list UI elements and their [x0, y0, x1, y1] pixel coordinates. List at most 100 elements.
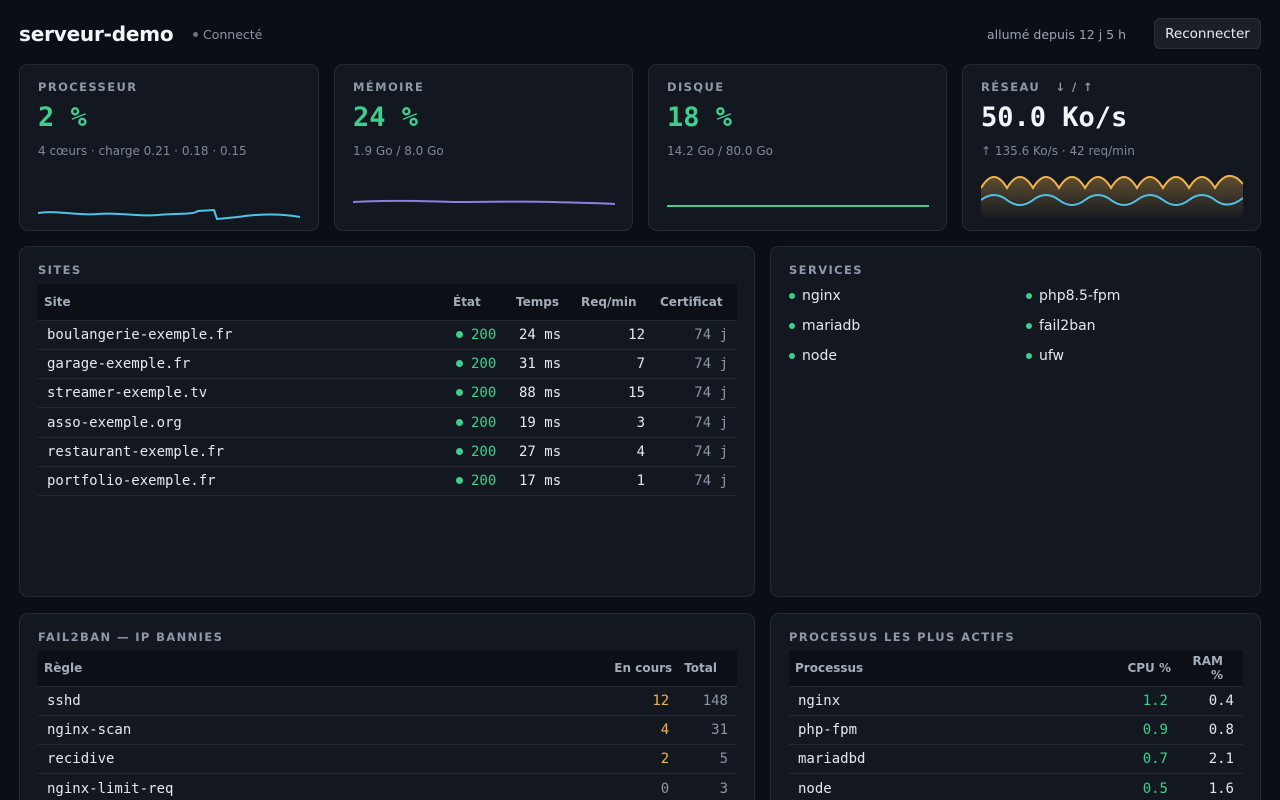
site-cert-expiry: 74 j: [654, 407, 737, 438]
service-node: node: [789, 348, 837, 364]
site-state: 200: [447, 349, 510, 380]
site-row[interactable]: restaurant-exemple.fr 200 27 ms 4 74 j: [38, 437, 737, 467]
site-cert-expiry: 74 j: [654, 349, 737, 380]
site-response-time: 31 ms: [510, 349, 575, 380]
uptime-label: allumé depuis 12 j 5 h: [987, 27, 1126, 42]
disk-card: DISQUE 18 % 14.2 Go / 80.0 Go: [648, 64, 947, 231]
jail-current-bans: 0: [599, 773, 679, 800]
connection-status-label: Connecté: [203, 27, 263, 42]
site-state-code: 200: [471, 326, 497, 343]
jail-total-bans: 31: [678, 715, 737, 746]
site-state: 200: [447, 466, 510, 497]
cpu-sparkline: [38, 208, 300, 220]
site-row[interactable]: asso-exemple.org 200 19 ms 3 74 j: [38, 407, 737, 438]
process-cpu: 0.9: [1101, 715, 1177, 746]
jail-current-bans: 12: [599, 685, 679, 716]
service-name: ufw: [1039, 348, 1065, 364]
site-req-per-min: 7: [575, 349, 654, 380]
site-req-per-min: 3: [575, 407, 654, 438]
col-time: Temps: [510, 284, 575, 320]
site-state: 200: [447, 437, 510, 467]
network-card: RÉSEAU ↓ / ↑ 50.0 Ko/s ↑ 135.6 Ko/s · 42…: [962, 64, 1261, 231]
process-cpu: 1.2: [1101, 685, 1177, 716]
service-mariadb: mariadb: [789, 318, 860, 334]
process-row[interactable]: nginx 1.2 0.4: [789, 685, 1243, 716]
service-php-fpm: php8.5-fpm: [1026, 288, 1120, 304]
service-status-icon: [789, 293, 795, 299]
site-row[interactable]: garage-exemple.fr 200 31 ms 7 74 j: [38, 349, 737, 380]
site-response-time: 17 ms: [510, 466, 575, 497]
cpu-label: PROCESSEUR: [38, 80, 138, 94]
process-name: node: [789, 773, 1101, 800]
site-response-time: 19 ms: [510, 407, 575, 438]
jail-name: nginx-limit-req: [38, 773, 600, 800]
site-state: 200: [447, 319, 510, 350]
top-bar: serveur-demo Connecté allumé depuis 12 j…: [0, 0, 1280, 64]
fail2ban-title: FAIL2BAN — IP BANNIES: [38, 630, 224, 644]
col-site: Site: [38, 284, 447, 320]
process-cpu: 0.5: [1101, 773, 1177, 800]
reconnect-button[interactable]: Reconnecter: [1154, 18, 1261, 49]
fail2ban-header-row: Règle En cours Total: [38, 650, 737, 686]
cpu-value: 2 %: [38, 102, 87, 133]
processes-panel: PROCESSUS LES PLUS ACTIFS Processus CPU …: [770, 613, 1261, 800]
fail2ban-panel: FAIL2BAN — IP BANNIES Règle En cours Tot…: [19, 613, 755, 800]
cpu-card: PROCESSEUR 2 % 4 cœurs · charge 0.21 · 0…: [19, 64, 319, 231]
service-nginx: nginx: [789, 288, 841, 304]
processes-header-row: Processus CPU % RAM %: [789, 650, 1243, 686]
sites-table: Site État Temps Req/min Certificat boula…: [38, 284, 737, 497]
network-direction-arrows: ↓ / ↑: [1055, 80, 1095, 94]
process-row[interactable]: php-fpm 0.9 0.8: [789, 715, 1243, 746]
process-name: mariadbd: [789, 744, 1101, 775]
site-response-time: 27 ms: [510, 437, 575, 467]
service-status-icon: [1026, 353, 1032, 359]
site-cert-expiry: 74 j: [654, 378, 737, 409]
service-status-icon: [1026, 293, 1032, 299]
site-response-time: 24 ms: [510, 319, 575, 350]
site-state: 200: [447, 378, 510, 409]
site-row[interactable]: boulangerie-exemple.fr 200 24 ms 12 74 j: [38, 319, 737, 350]
process-ram: 2.1: [1177, 744, 1243, 775]
col-cert: Certificat: [654, 284, 737, 320]
processes-table: Processus CPU % RAM % nginx 1.2 0.4 php-fpm…: [789, 650, 1243, 800]
service-name: node: [802, 348, 837, 364]
services-title: SERVICES: [789, 263, 863, 277]
site-name: asso-exemple.org: [38, 407, 447, 438]
service-name: php8.5-fpm: [1039, 288, 1121, 304]
site-row[interactable]: streamer-exemple.tv 200 88 ms 15 74 j: [38, 378, 737, 409]
server-name: serveur-demo: [19, 22, 174, 46]
site-state-code: 200: [471, 414, 497, 431]
status-ok-icon: [456, 418, 463, 426]
service-name: fail2ban: [1039, 318, 1096, 334]
jail-row[interactable]: nginx-limit-req 0 3: [38, 773, 737, 800]
jail-current-bans: 2: [599, 744, 679, 775]
disk-value: 18 %: [667, 102, 733, 133]
process-row[interactable]: node 0.5 1.6: [789, 773, 1243, 800]
site-name: restaurant-exemple.fr: [38, 437, 447, 467]
jail-current-bans: 4: [599, 715, 679, 746]
site-row[interactable]: portfolio-exemple.fr 200 17 ms 1 74 j: [38, 466, 737, 497]
site-response-time: 88 ms: [510, 378, 575, 409]
col-cpu: CPU %: [1101, 650, 1177, 686]
status-dot-icon: [193, 32, 198, 37]
col-state: État: [447, 284, 510, 320]
status-ok-icon: [456, 389, 463, 397]
service-name: nginx: [802, 288, 841, 304]
process-ram: 0.8: [1177, 715, 1243, 746]
process-ram: 0.4: [1177, 685, 1243, 716]
status-ok-icon: [456, 359, 463, 367]
network-label: RÉSEAU ↓ / ↑: [981, 80, 1094, 94]
jail-name: sshd: [38, 685, 600, 716]
jail-total-bans: 3: [678, 773, 737, 800]
jail-row[interactable]: recidive 2 5: [38, 744, 737, 775]
sites-panel: SITES Site État Temps Req/min Certificat…: [19, 246, 755, 597]
disk-sparkline: [667, 205, 929, 207]
network-detail: ↑ 135.6 Ko/s · 42 req/min: [981, 144, 1135, 158]
site-state-code: 200: [471, 385, 497, 402]
site-name: garage-exemple.fr: [38, 349, 447, 380]
jail-row[interactable]: sshd 12 148: [38, 685, 737, 716]
col-current: En cours: [599, 650, 679, 686]
service-status-icon: [1026, 323, 1032, 329]
jail-row[interactable]: nginx-scan 4 31: [38, 715, 737, 746]
process-row[interactable]: mariadbd 0.7 2.1: [789, 744, 1243, 775]
